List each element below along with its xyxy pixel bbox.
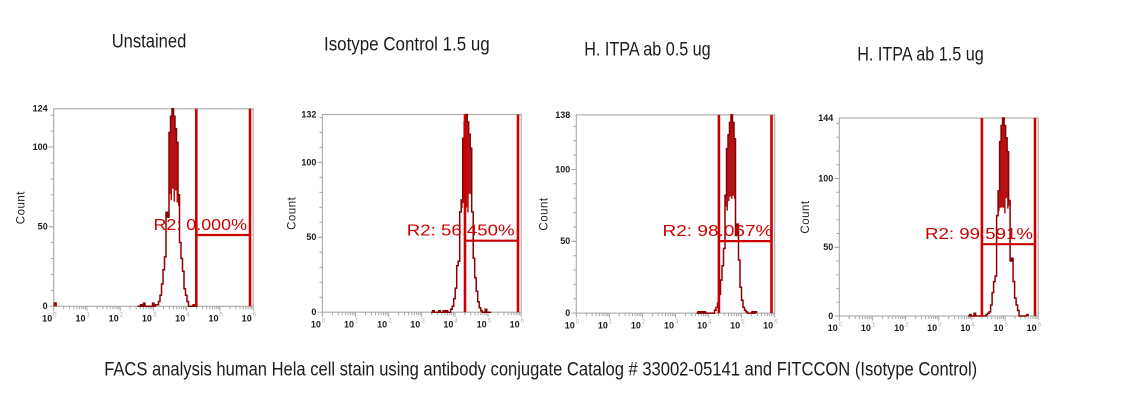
svg-text:H. ITPA ab 1.5 ug: H. ITPA ab 1.5 ug — [857, 44, 984, 65]
svg-text:Count: Count — [800, 200, 812, 233]
svg-text:100: 100 — [33, 142, 48, 152]
svg-text:10: 10 — [311, 319, 321, 329]
svg-text:10: 10 — [1027, 323, 1037, 333]
svg-text:Count: Count — [286, 196, 298, 229]
svg-text:144: 144 — [818, 113, 833, 123]
svg-text:10: 10 — [697, 320, 707, 330]
svg-text:6: 6 — [774, 318, 778, 325]
svg-text:H. ITPA ab 0.5 ug: H. ITPA ab 0.5 ug — [584, 40, 711, 61]
svg-text:10: 10 — [75, 314, 85, 324]
svg-text:5: 5 — [488, 318, 492, 325]
svg-text:6: 6 — [1038, 321, 1042, 328]
svg-text:2: 2 — [388, 318, 392, 325]
svg-text:10: 10 — [763, 320, 773, 330]
svg-text:132: 132 — [301, 109, 316, 119]
svg-text:10: 10 — [510, 319, 520, 329]
svg-text:2: 2 — [642, 318, 646, 325]
svg-text:Count: Count — [538, 197, 550, 230]
svg-text:10: 10 — [242, 314, 252, 324]
svg-text:10: 10 — [142, 314, 152, 324]
svg-text:10: 10 — [565, 320, 575, 330]
svg-text:10: 10 — [109, 314, 119, 324]
svg-text:0: 0 — [828, 311, 833, 321]
svg-text:1: 1 — [86, 312, 90, 319]
svg-text:10: 10 — [344, 319, 354, 329]
svg-text:100: 100 — [818, 173, 833, 183]
svg-text:Isotype Control 1.5 ug: Isotype Control 1.5 ug — [324, 35, 490, 56]
svg-text:5: 5 — [741, 318, 745, 325]
svg-text:10: 10 — [730, 320, 740, 330]
svg-text:R2: 99.591%: R2: 99.591% — [925, 226, 1033, 243]
svg-text:10: 10 — [410, 319, 420, 329]
svg-text:Count: Count — [16, 191, 28, 224]
svg-text:50: 50 — [38, 222, 48, 232]
svg-text:6: 6 — [253, 312, 257, 319]
svg-text:0: 0 — [565, 308, 570, 318]
svg-text:10: 10 — [828, 323, 838, 333]
svg-text:100: 100 — [301, 157, 316, 167]
svg-text:R2: 0.000%: R2: 0.000% — [154, 217, 248, 234]
svg-text:124: 124 — [33, 104, 48, 114]
svg-text:0: 0 — [839, 321, 843, 328]
svg-text:10: 10 — [443, 319, 453, 329]
svg-text:10: 10 — [631, 320, 641, 330]
svg-text:50: 50 — [823, 242, 833, 252]
svg-text:10: 10 — [664, 320, 674, 330]
svg-text:10: 10 — [960, 323, 970, 333]
svg-text:3: 3 — [421, 318, 425, 325]
svg-text:10: 10 — [894, 323, 904, 333]
svg-text:5: 5 — [1004, 321, 1008, 328]
svg-text:R2: 56.450%: R2: 56.450% — [407, 223, 515, 240]
svg-text:1: 1 — [872, 321, 876, 328]
svg-text:10: 10 — [861, 323, 871, 333]
svg-text:10: 10 — [377, 319, 387, 329]
svg-text:2: 2 — [905, 321, 909, 328]
svg-text:4: 4 — [708, 318, 712, 325]
svg-text:10: 10 — [993, 323, 1003, 333]
svg-text:0: 0 — [43, 301, 48, 311]
svg-text:1: 1 — [609, 318, 613, 325]
svg-text:10: 10 — [598, 320, 608, 330]
svg-text:2: 2 — [120, 312, 124, 319]
svg-text:5: 5 — [219, 312, 223, 319]
svg-text:3: 3 — [938, 321, 942, 328]
svg-text:4: 4 — [971, 321, 975, 328]
svg-text:10: 10 — [208, 314, 218, 324]
svg-text:FACS analysis human Hela cell: FACS analysis human Hela cell stain usin… — [104, 359, 977, 380]
svg-text:3: 3 — [153, 312, 157, 319]
svg-text:10: 10 — [175, 314, 185, 324]
svg-text:1: 1 — [355, 318, 359, 325]
svg-text:100: 100 — [555, 164, 570, 174]
svg-text:Unstained: Unstained — [112, 31, 187, 52]
svg-text:4: 4 — [454, 318, 458, 325]
svg-text:10: 10 — [927, 323, 937, 333]
svg-text:0: 0 — [576, 318, 580, 325]
svg-text:10: 10 — [477, 319, 487, 329]
svg-text:0: 0 — [322, 318, 326, 325]
svg-text:10: 10 — [42, 314, 52, 324]
svg-text:0: 0 — [53, 312, 57, 319]
svg-text:3: 3 — [675, 318, 679, 325]
svg-text:R2: 98.067%: R2: 98.067% — [663, 223, 773, 240]
svg-text:6: 6 — [521, 318, 525, 325]
svg-text:50: 50 — [560, 236, 570, 246]
svg-text:4: 4 — [186, 312, 190, 319]
svg-text:50: 50 — [306, 232, 316, 242]
svg-text:0: 0 — [311, 307, 316, 317]
svg-text:138: 138 — [555, 110, 570, 120]
